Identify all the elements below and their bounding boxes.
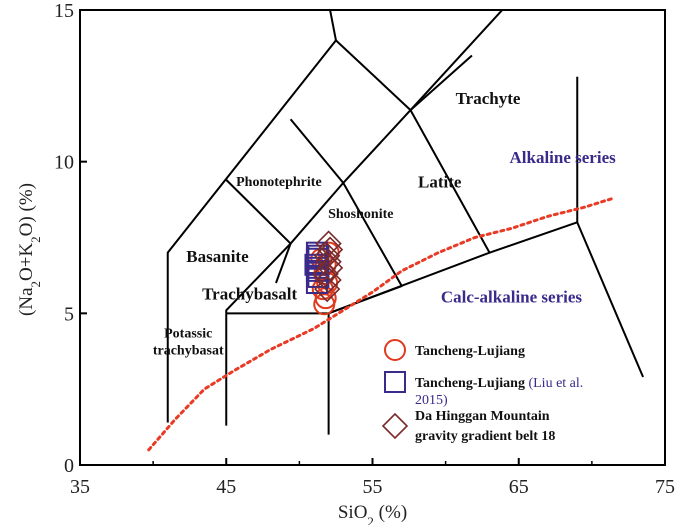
x-tick-label: 35 — [70, 476, 90, 498]
legend-marker-circle — [384, 339, 406, 361]
boundary-line-0 — [166, 39, 644, 423]
legend: Tancheng-Lujiang Tancheng-Lujiang (Liu et… — [381, 339, 583, 444]
legend-label: Tancheng-Lujiang (Liu et al. — [415, 376, 583, 391]
data-point-diamond — [312, 260, 339, 288]
legend-label-cont: gravity gradient belt 18 — [415, 429, 555, 444]
legend-marker-square — [384, 371, 406, 393]
alkaline-boundary-line — [147, 196, 616, 452]
field-label: Trachybasalt — [202, 285, 297, 304]
field-labels: Trachyte Latite Phonotephrite Shoshonite Bas… — [153, 89, 521, 358]
data-points — [304, 230, 344, 316]
legend-label: Tancheng-Lujiang — [415, 344, 525, 359]
y-tick-label: 10 — [54, 152, 74, 174]
boundary-line-3 — [409, 10, 504, 111]
alkaline-subalkaline-divider — [147, 196, 616, 452]
field-label: Phonotephrite — [236, 175, 322, 190]
boundary-line-1 — [329, 10, 337, 41]
data-point-diamond — [315, 230, 342, 257]
field-label: Basanite — [186, 247, 249, 266]
series-diamond-points — [312, 230, 344, 303]
field-label: Latite — [418, 172, 462, 191]
boundary-line-2 — [409, 54, 473, 111]
axes: 35 45 55 65 75 0 5 10 15 SiO2 (%) (Na2O+K2O) (%) — [16, 0, 675, 525]
y-tick-label: 0 — [64, 455, 74, 477]
y-tick-label: 15 — [54, 0, 74, 22]
field-label: Trachyte — [456, 89, 521, 108]
x-tick-label: 75 — [655, 476, 675, 498]
series-region-label: Calc-alkaline series — [441, 288, 583, 307]
series-region-labels: Alkaline series Calc-alkaline series — [441, 148, 616, 307]
series-region-label: Alkaline series — [510, 148, 617, 167]
x-axis-title: SiO2 (%) — [338, 502, 407, 525]
boundary-line-8 — [225, 179, 292, 245]
legend-label-cont: 2015) — [415, 393, 448, 408]
y-axis-title: (Na2O+K2O) (%) — [16, 183, 43, 316]
legend-marker-diamond — [381, 412, 409, 440]
y-tick-label: 5 — [64, 303, 74, 325]
x-tick-label: 55 — [363, 476, 383, 498]
boundary-line-9 — [275, 243, 292, 284]
field-label: Potassic — [164, 327, 212, 342]
data-point-square — [305, 272, 328, 294]
x-tick-label: 45 — [216, 476, 236, 498]
data-point-circle — [311, 278, 334, 301]
field-label: Shoshonite — [328, 207, 393, 222]
x-tick-label: 65 — [509, 476, 529, 498]
boundary-line-7 — [289, 118, 403, 435]
legend-label: Da Hinggan Mountain — [415, 409, 550, 424]
field-label: trachybasat — [153, 343, 224, 358]
